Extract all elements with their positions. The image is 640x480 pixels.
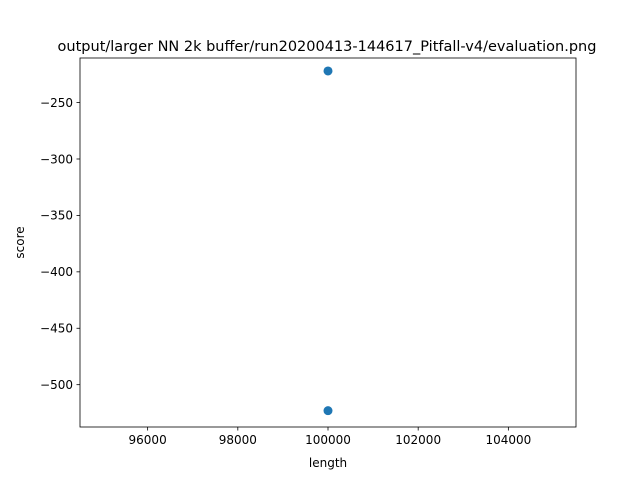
x-tick-label: 100000 [305, 433, 351, 447]
y-tick-label: −450 [40, 322, 73, 336]
y-axis-label: score [13, 226, 27, 258]
y-tick-label: −300 [40, 152, 73, 166]
x-tick-label: 96000 [129, 433, 167, 447]
data-point [323, 406, 333, 416]
y-tick-label: −400 [40, 265, 73, 279]
plot-area [79, 57, 577, 428]
y-axis: −250 −300 −350 −400 −450 −500 [40, 96, 80, 392]
data-point [323, 66, 333, 76]
x-tick-label: 104000 [485, 433, 531, 447]
x-axis-label: length [309, 456, 347, 470]
y-tick-label: −250 [40, 96, 73, 110]
x-tick-label: 98000 [219, 433, 257, 447]
x-tick-label: 102000 [395, 433, 441, 447]
y-tick-label: −500 [40, 378, 73, 392]
y-tick-label: −350 [40, 209, 73, 223]
x-axis: 96000 98000 100000 102000 104000 [129, 427, 531, 447]
data-points [323, 66, 333, 416]
chart-title: output/larger NN 2k buffer/run20200413-1… [58, 39, 597, 55]
